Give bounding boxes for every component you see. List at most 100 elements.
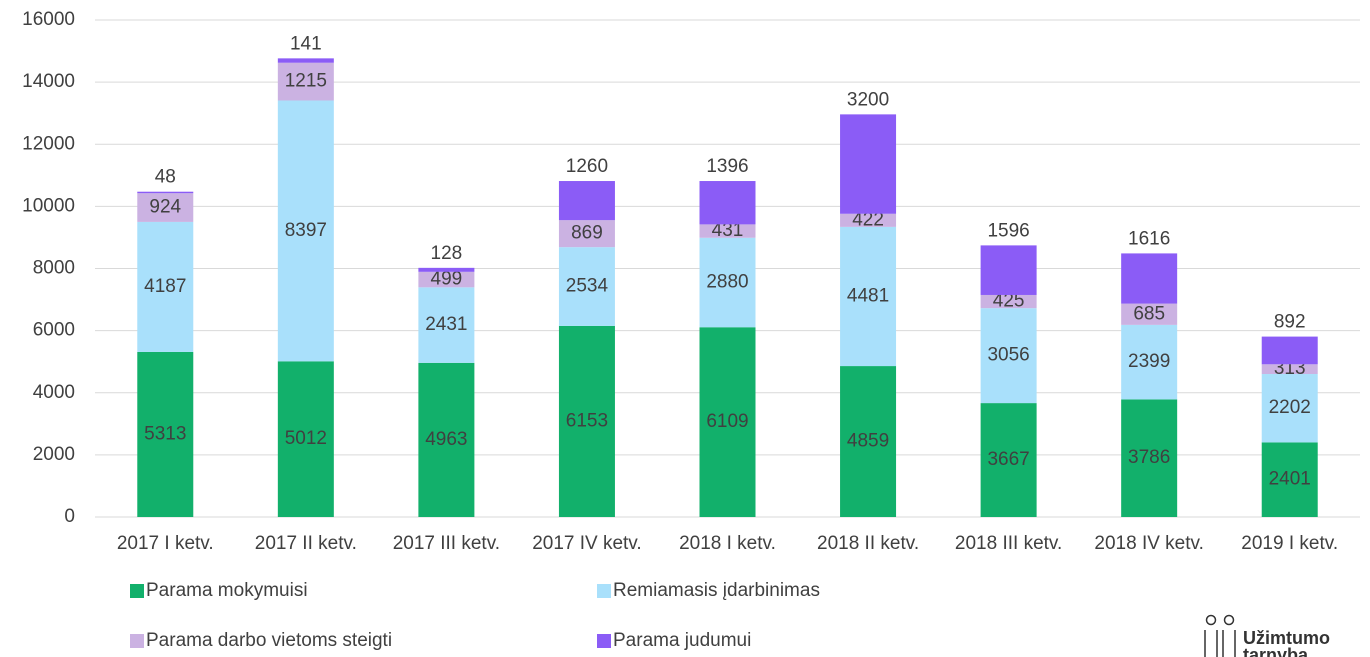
y-tick-label: 8000 <box>33 258 75 279</box>
data-label: 892 <box>1274 312 1306 333</box>
bar-segment <box>277 361 334 517</box>
data-label: 2880 <box>706 272 748 293</box>
logo-text: Užimtumo <box>1243 628 1330 648</box>
data-label: 5313 <box>144 423 186 444</box>
y-tick-label: 4000 <box>33 382 75 403</box>
bar-segment <box>418 267 475 272</box>
y-tick-label: 16000 <box>22 9 75 30</box>
bar-segment <box>1261 374 1318 443</box>
legend-label: Parama judumui <box>613 630 751 651</box>
bar-segment <box>699 327 756 517</box>
y-tick-label: 2000 <box>33 444 75 465</box>
bar-segment <box>699 181 756 225</box>
data-label: 5012 <box>285 428 327 449</box>
legend-label: Parama mokymuisi <box>146 580 308 601</box>
bar-segment <box>840 226 897 367</box>
bar-segment <box>277 58 334 63</box>
data-label: 6109 <box>706 411 748 432</box>
data-label: 1260 <box>566 156 608 177</box>
bar-segment <box>980 403 1037 517</box>
legend-swatch <box>597 634 611 648</box>
bar-segment <box>558 181 615 221</box>
data-label: 8397 <box>285 220 327 241</box>
bar-segment <box>1261 364 1318 375</box>
y-tick-label: 10000 <box>22 195 75 216</box>
bar-segment <box>277 100 334 362</box>
data-label: 4859 <box>847 431 889 452</box>
data-label: 3667 <box>987 449 1029 470</box>
x-tick-label: 2018 I ketv. <box>679 533 776 554</box>
data-label: 1215 <box>285 71 327 92</box>
y-tick-label: 0 <box>64 506 75 527</box>
bar-segment <box>137 191 194 194</box>
bar-segment <box>840 114 897 214</box>
data-label: 2431 <box>425 314 467 335</box>
y-tick-label: 14000 <box>22 71 75 92</box>
data-label: 141 <box>290 33 322 54</box>
logo-dot <box>1223 614 1235 626</box>
bar-segment <box>1261 442 1318 517</box>
legend-swatch <box>597 584 611 598</box>
legend-label: Parama darbo vietoms steigti <box>146 630 392 651</box>
bar-segment <box>558 325 615 517</box>
y-tick-label: 6000 <box>33 320 75 341</box>
bar-segment <box>699 237 756 328</box>
data-label: 3786 <box>1128 447 1170 468</box>
bar-segment <box>137 351 194 517</box>
x-tick-label: 2017 IV ketv. <box>532 533 642 554</box>
bar-segment <box>277 62 334 101</box>
legend-label: Remiamasis įdarbinimas <box>613 580 820 601</box>
x-tick-label: 2017 I ketv. <box>117 533 214 554</box>
x-tick-label: 2018 II ketv. <box>817 533 919 554</box>
logo-shape <box>1204 630 1236 657</box>
data-label: 1396 <box>706 156 748 177</box>
logo: Užimtumo tarnyba <box>1204 614 1330 657</box>
data-label: 685 <box>1133 303 1165 324</box>
data-label: 128 <box>431 243 463 264</box>
bar-segment <box>840 366 897 517</box>
bar-segment <box>840 213 897 227</box>
data-label: 2401 <box>1269 469 1311 490</box>
data-label: 924 <box>149 197 181 218</box>
bar-segment <box>137 221 194 352</box>
data-label: 4187 <box>144 276 186 297</box>
y-tick-label: 12000 <box>22 133 75 154</box>
data-label: 1616 <box>1128 228 1170 249</box>
x-tick-label: 2018 III ketv. <box>955 533 1062 554</box>
bar-segment <box>1121 324 1178 400</box>
bar-segment <box>980 308 1037 404</box>
bar-segment <box>418 287 475 363</box>
data-label: 422 <box>852 209 884 230</box>
data-label: 1596 <box>987 220 1029 241</box>
data-label: 869 <box>571 223 603 244</box>
data-label: 2202 <box>1269 397 1311 418</box>
data-label: 4963 <box>425 429 467 450</box>
bar-segment <box>1121 399 1178 517</box>
legend-swatch <box>130 584 144 598</box>
data-label: 2399 <box>1128 351 1170 372</box>
bar-segment <box>418 271 475 288</box>
bar-segment <box>1121 303 1178 325</box>
data-label: 2534 <box>566 276 609 297</box>
data-label: 3056 <box>987 345 1029 366</box>
bar-segment <box>699 224 756 238</box>
bar-segment <box>558 247 615 326</box>
bar-segment <box>558 220 615 248</box>
x-tick-label: 2018 IV ketv. <box>1094 533 1204 554</box>
bar-segment <box>137 193 194 222</box>
data-label: 425 <box>993 291 1025 312</box>
bar-segment <box>980 245 1037 295</box>
x-tick-label: 2017 II ketv. <box>255 533 357 554</box>
x-tick-label: 2019 I ketv. <box>1241 533 1338 554</box>
x-tick-label: 2017 III ketv. <box>393 533 500 554</box>
legend-swatch <box>130 634 144 648</box>
data-label: 48 <box>155 167 176 188</box>
bar-segment <box>418 362 475 517</box>
data-label: 3200 <box>847 89 889 110</box>
data-label: 499 <box>431 269 463 290</box>
logo-dot <box>1205 614 1217 626</box>
data-label: 431 <box>712 220 744 241</box>
logo-text: tarnyba <box>1243 645 1309 657</box>
bar-segment <box>1121 253 1178 304</box>
